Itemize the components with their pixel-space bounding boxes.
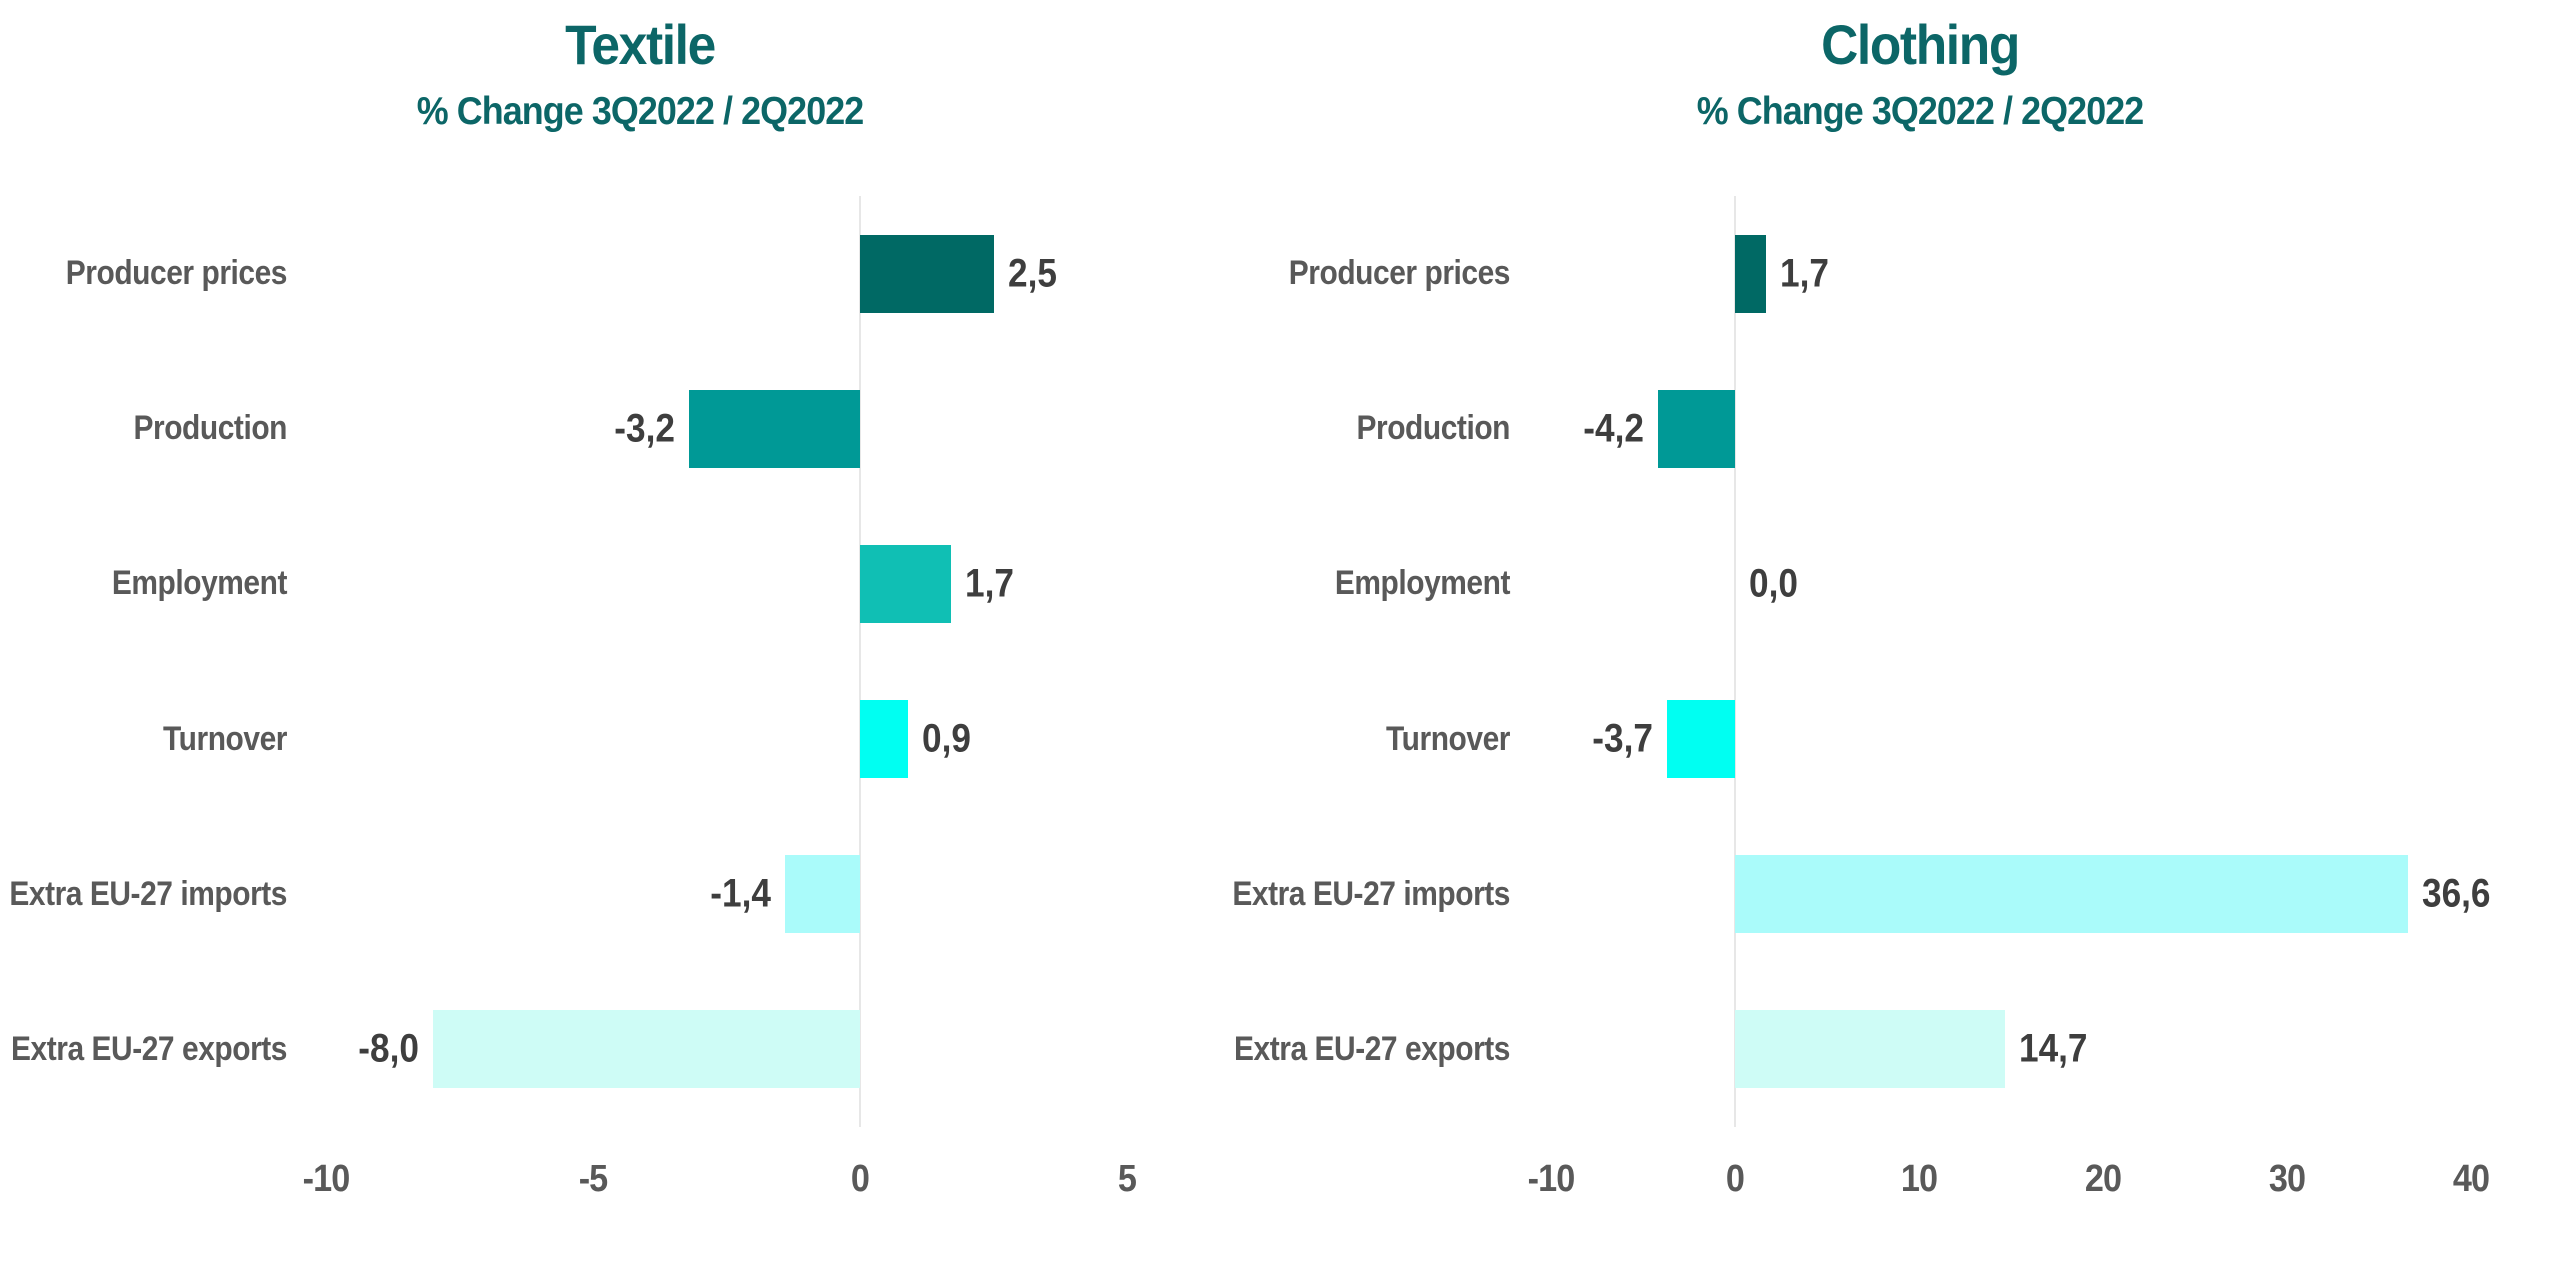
value-label-employment: 1,7 [964,561,1014,606]
bar-extra-eu-27-imports [785,855,861,934]
zero-axis-line [1733,196,1736,1127]
plot-area: 2,5 -3,2 1,7 0,9 -1,4 -8,0 [192,196,1261,1127]
x-tick-label: 40 [2452,1158,2490,1200]
bar-employment [860,544,951,623]
value-label-turnover: -3,7 [1592,716,1653,761]
category-label-extra-eu-27-imports: Extra EU-27 imports [9,874,287,913]
value-label-extra-eu-27-imports: 36,6 [2422,871,2491,916]
bar-turnover [860,700,909,779]
category-label-production: Production [133,409,287,448]
chart-subtitle: % Change 3Q2022 / 2Q2022 [416,90,865,133]
bar-production [1657,389,1735,468]
zero-axis-line [859,196,862,1127]
x-tick-label: -10 [1527,1158,1576,1200]
category-label-producer-prices: Producer prices [65,254,288,293]
category-label-turnover: Turnover [163,719,287,758]
category-label-turnover: Turnover [1386,719,1510,758]
x-tick-label: 5 [1118,1158,1137,1200]
value-label-extra-eu-27-exports: 14,7 [2019,1026,2088,1071]
category-label-employment: Employment [111,564,288,603]
bar-extra-eu-27-imports [1734,855,2409,934]
value-label-production: -4,2 [1583,406,1644,451]
value-label-producer-prices: 2,5 [1007,251,1057,296]
x-tick-label: 30 [2268,1158,2306,1200]
bar-producer-prices [860,234,994,313]
category-label-producer-prices: Producer prices [1288,254,1511,293]
category-label-extra-eu-27-exports: Extra EU-27 exports [1233,1029,1510,1068]
x-tick-label: 20 [2084,1158,2122,1200]
category-label-extra-eu-27-exports: Extra EU-27 exports [10,1029,288,1068]
clothing-chart: Clothing % Change 3Q2022 / 2Q2022 1,7 -4,… [1232,0,2560,1280]
bar-turnover [1666,700,1735,779]
x-tick-label: 10 [1900,1158,1938,1200]
value-label-turnover: 0,9 [922,716,972,761]
x-tick-label: -5 [578,1158,609,1200]
x-tick-label: -10 [302,1158,350,1200]
value-label-production: -3,2 [614,406,676,451]
category-label-employment: Employment [1334,564,1511,603]
category-label-production: Production [1356,409,1510,448]
value-label-employment: 0,0 [1748,561,1798,606]
bar-extra-eu-27-exports [1734,1010,2006,1089]
value-label-extra-eu-27-imports: -1,4 [710,871,772,916]
value-label-producer-prices: 1,7 [1780,251,1830,296]
chart-title: Clothing [1821,13,2020,76]
bar-production [689,389,861,468]
chart-subtitle: % Change 3Q2022 / 2Q2022 [1696,90,2145,133]
bar-extra-eu-27-exports [432,1010,861,1089]
textile-chart: Textile % Change 3Q2022 / 2Q2022 2,5 -3,2… [9,13,1261,1200]
x-tick-label: 0 [851,1158,870,1200]
bar-producer-prices [1734,234,1767,313]
plot-area: 1,7 -4,2 0,0 -3,7 36,6 14,7 [1477,196,2544,1127]
category-label-extra-eu-27-imports: Extra EU-27 imports [1232,874,1510,913]
x-tick-label: 0 [1725,1158,1745,1200]
value-label-extra-eu-27-exports: -8,0 [357,1026,419,1071]
chart-title: Textile [565,13,716,76]
